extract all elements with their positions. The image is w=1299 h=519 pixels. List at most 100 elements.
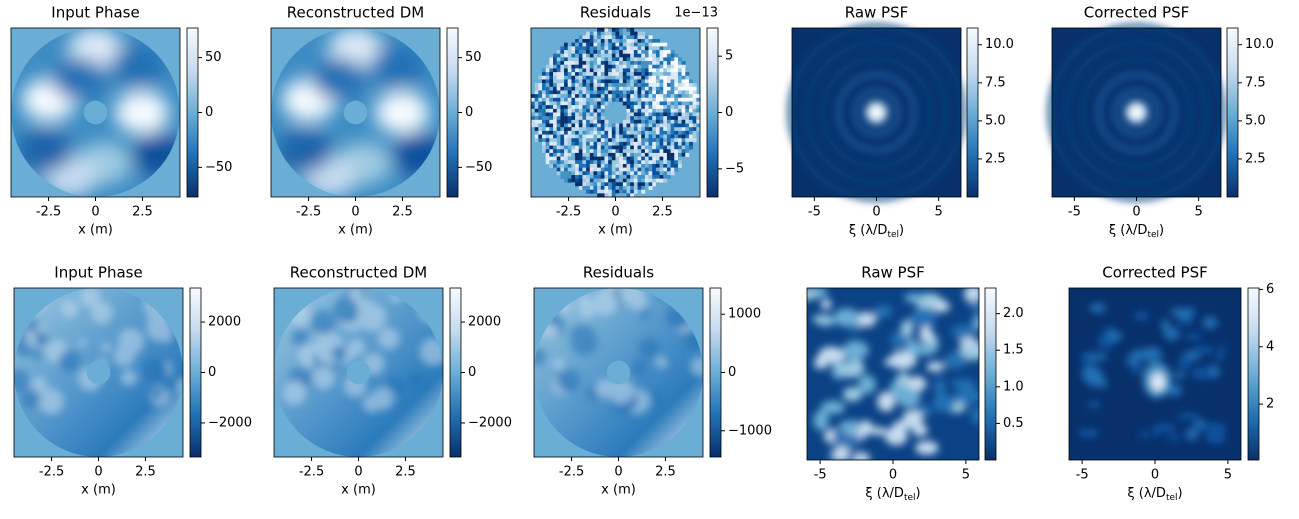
pixel	[615, 83, 620, 88]
pixel	[692, 97, 697, 102]
x-tick-label: -2.5	[296, 205, 321, 220]
pixel	[692, 94, 697, 99]
pixel	[681, 97, 686, 102]
pixel	[626, 108, 631, 113]
pixel	[578, 68, 583, 73]
pixel	[597, 75, 602, 80]
pixel	[553, 53, 558, 58]
pixel	[571, 167, 576, 172]
pixel	[663, 141, 668, 146]
pixel	[545, 149, 550, 154]
pixel	[637, 156, 642, 161]
pixel	[670, 112, 675, 117]
pixel	[600, 108, 605, 113]
speckle	[1153, 422, 1163, 436]
pixel	[666, 134, 671, 139]
pixel	[619, 138, 624, 143]
pixel	[564, 174, 569, 179]
pixel	[582, 116, 587, 121]
speckle	[842, 386, 863, 402]
pixel	[622, 94, 627, 99]
blob	[152, 388, 162, 399]
pixel	[619, 35, 624, 40]
pixel	[626, 182, 631, 187]
x-tick-label: -2.5	[39, 465, 64, 480]
x-axis-label: x (m)	[81, 483, 116, 498]
pixel	[608, 53, 613, 58]
pixel	[578, 141, 583, 146]
pixel	[597, 185, 602, 190]
pixel	[578, 57, 583, 62]
pixel	[600, 79, 605, 84]
pixel	[659, 86, 664, 91]
pixel	[670, 108, 675, 113]
pixel	[674, 53, 679, 58]
pixel	[677, 108, 682, 113]
pixel	[681, 127, 686, 132]
pixel	[582, 123, 587, 128]
pixel	[575, 94, 580, 99]
x-tick-label: -5	[1068, 205, 1081, 220]
pixel	[626, 90, 631, 95]
pixel	[567, 112, 572, 117]
pixel	[619, 79, 624, 84]
pixel	[666, 108, 671, 113]
pixel	[641, 83, 646, 88]
pixel	[630, 174, 635, 179]
pixel	[600, 31, 605, 36]
pixel	[545, 152, 550, 157]
colorbar-tick-label: 2000	[468, 315, 501, 330]
pixel	[560, 160, 565, 165]
pixel	[659, 145, 664, 150]
pixel	[549, 64, 554, 69]
pixel	[589, 189, 594, 194]
pixel	[586, 167, 591, 172]
pixel	[670, 68, 675, 73]
pixel	[637, 105, 642, 110]
colorbar-tick-label: 4	[1266, 339, 1274, 354]
pixel	[611, 134, 616, 139]
pixel	[648, 57, 653, 62]
pixel	[593, 127, 598, 132]
colorbar	[449, 287, 462, 458]
blob	[33, 330, 50, 347]
panel: Raw PSF-5 0 5ξ (λ/Dtel)2.55.07.510.0	[788, 4, 1014, 240]
pixel	[615, 171, 620, 176]
pixel	[641, 156, 646, 161]
pixel	[674, 134, 679, 139]
pixel	[582, 174, 587, 179]
pixel	[586, 83, 591, 88]
pixel	[600, 94, 605, 99]
pixel	[666, 119, 671, 124]
blob	[553, 357, 565, 370]
x-tick-label: -5	[1076, 468, 1089, 483]
pixel	[648, 112, 653, 117]
pixel	[571, 94, 576, 99]
pixel	[564, 90, 569, 95]
pixel	[659, 167, 664, 172]
pixel	[626, 149, 631, 154]
pixel	[611, 149, 616, 154]
pixel	[604, 178, 609, 183]
pixel	[626, 152, 631, 157]
pixel	[564, 134, 569, 139]
colorbar	[1226, 27, 1239, 198]
pixel	[608, 167, 613, 172]
pixel	[655, 160, 660, 165]
pixel	[593, 68, 598, 73]
colorbar-tick-label: −2000	[468, 415, 512, 430]
pixel	[626, 141, 631, 146]
pixel	[549, 94, 554, 99]
pixel	[641, 101, 646, 106]
pixel	[578, 61, 583, 66]
pixel	[600, 156, 605, 161]
pixel	[674, 127, 679, 132]
pixel	[611, 189, 616, 194]
speckle	[926, 361, 945, 372]
speckle	[1089, 303, 1106, 313]
pixel	[604, 35, 609, 40]
pixel	[619, 193, 624, 198]
pixel	[681, 119, 686, 124]
pixel	[666, 156, 671, 161]
pixel	[688, 108, 693, 113]
